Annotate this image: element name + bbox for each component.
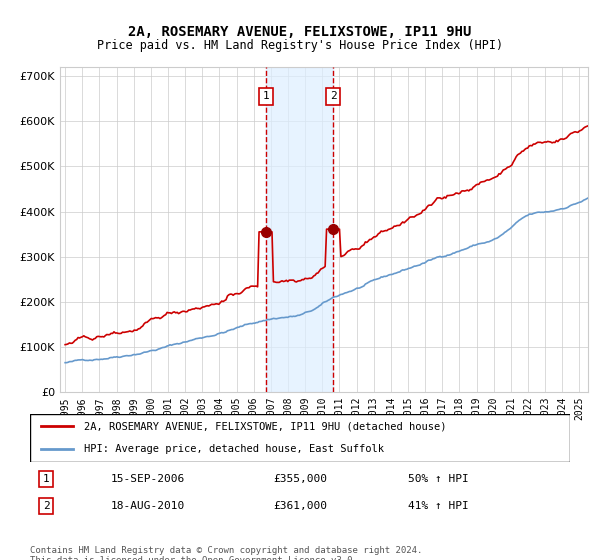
Text: Price paid vs. HM Land Registry's House Price Index (HPI): Price paid vs. HM Land Registry's House … bbox=[97, 39, 503, 52]
Text: 18-AUG-2010: 18-AUG-2010 bbox=[111, 501, 185, 511]
Text: £355,000: £355,000 bbox=[273, 474, 327, 484]
Text: 2A, ROSEMARY AVENUE, FELIXSTOWE, IP11 9HU: 2A, ROSEMARY AVENUE, FELIXSTOWE, IP11 9H… bbox=[128, 25, 472, 39]
Text: 2: 2 bbox=[43, 501, 50, 511]
Text: 1: 1 bbox=[43, 474, 50, 484]
Text: 50% ↑ HPI: 50% ↑ HPI bbox=[408, 474, 469, 484]
FancyBboxPatch shape bbox=[30, 414, 570, 462]
Text: £361,000: £361,000 bbox=[273, 501, 327, 511]
Text: 1: 1 bbox=[263, 91, 269, 101]
Text: 41% ↑ HPI: 41% ↑ HPI bbox=[408, 501, 469, 511]
Text: 2: 2 bbox=[330, 91, 337, 101]
Text: HPI: Average price, detached house, East Suffolk: HPI: Average price, detached house, East… bbox=[84, 444, 384, 454]
Text: 15-SEP-2006: 15-SEP-2006 bbox=[111, 474, 185, 484]
Bar bbox=[266, 67, 333, 392]
Text: Contains HM Land Registry data © Crown copyright and database right 2024.
This d: Contains HM Land Registry data © Crown c… bbox=[30, 546, 422, 560]
Text: 2A, ROSEMARY AVENUE, FELIXSTOWE, IP11 9HU (detached house): 2A, ROSEMARY AVENUE, FELIXSTOWE, IP11 9H… bbox=[84, 421, 446, 431]
